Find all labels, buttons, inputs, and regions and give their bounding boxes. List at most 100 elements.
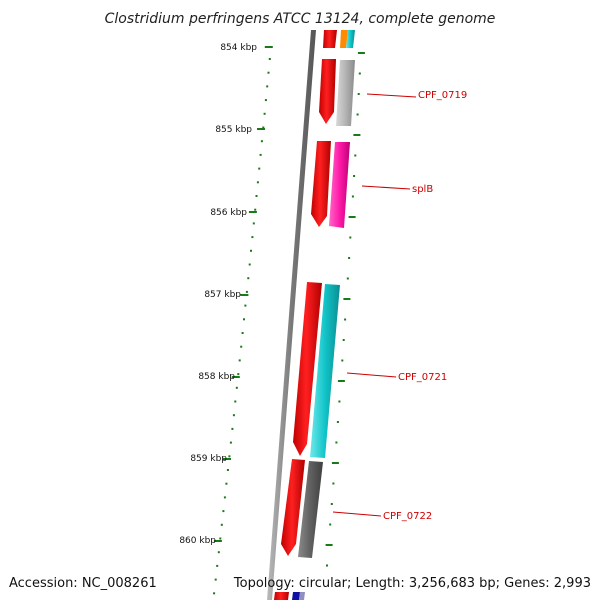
ruler-dot — [232, 414, 235, 417]
outer-ruler-dot — [351, 195, 354, 198]
ruler-dot — [220, 523, 223, 526]
outer-ruler-dot — [348, 216, 356, 218]
ruler-dot — [243, 318, 245, 321]
ruler-dot — [225, 482, 228, 485]
ruler-dot — [251, 236, 254, 239]
ruler-dot — [260, 140, 263, 143]
ruler-dot — [238, 359, 241, 362]
gene-bottom-gray[interactable] — [299, 592, 305, 600]
ruler-dot — [247, 277, 250, 280]
outer-ruler-dot — [357, 93, 360, 95]
kbp-label-854: 854 kbp — [220, 43, 257, 53]
ruler-dot — [223, 496, 226, 499]
gene-cpf-0719-arrow[interactable] — [319, 59, 336, 124]
gene-cpf-0721-arrow[interactable] — [293, 282, 322, 456]
gene-top-cyan[interactable] — [346, 30, 355, 48]
outer-ruler-dot — [341, 359, 344, 362]
genome-summary-text: Topology: circular; Length: 3,256,683 bp… — [233, 576, 591, 591]
ruler-dot — [216, 564, 219, 567]
gene-cpf-0721-leader — [346, 372, 397, 378]
gene-cpf-0722-leader — [332, 511, 382, 517]
ruler-dot — [254, 208, 257, 211]
outer-ruler-dot — [343, 298, 351, 300]
accession-text: Accession: NC_008261 — [9, 576, 157, 591]
ruler-dot — [245, 290, 248, 293]
kbp-label-855: 855 kbp — [215, 125, 252, 135]
kbp-ruler-ring — [213, 58, 271, 595]
gene-cpf-0722-arrow[interactable] — [281, 459, 305, 556]
ruler-dot — [255, 195, 258, 197]
ruler-dot — [241, 332, 244, 334]
ruler-tick — [257, 128, 265, 130]
outer-ruler-dot — [335, 441, 338, 444]
gene-top-red[interactable] — [323, 30, 337, 48]
outer-ruler-dot — [346, 277, 349, 280]
ruler-dot — [231, 427, 234, 430]
gene-bottom-blue[interactable] — [292, 592, 300, 600]
ruler-tick — [240, 294, 249, 296]
ruler-dot — [263, 112, 266, 115]
gene-cpf-0722-label[interactable]: CPF_0722 — [383, 511, 432, 522]
ruler-tick — [264, 46, 273, 48]
ruler-dot — [217, 551, 220, 554]
kbp-ruler-ticks — [213, 46, 273, 542]
outer-ruler-dot — [336, 421, 339, 423]
outer-ruler-dot — [325, 544, 333, 546]
gene-cpf-0719-label[interactable]: CPF_0719 — [418, 90, 467, 101]
gene-splb-label[interactable]: splB — [412, 184, 433, 195]
outer-ruler-dot — [358, 72, 361, 75]
ruler-dot — [266, 85, 269, 88]
ruler-dot — [234, 400, 237, 403]
ruler-dot — [262, 126, 265, 129]
kbp-label-858: 858 kbp — [198, 372, 235, 382]
gene-splb-arrow[interactable] — [311, 141, 331, 227]
ruler-dot — [213, 592, 216, 595]
outer-ruler-dot — [348, 257, 351, 259]
genome-backbone — [267, 30, 316, 600]
gene-cpf-0722-track2[interactable] — [298, 461, 323, 558]
gene-cpf-0719-leader — [366, 93, 417, 98]
ruler-tick — [248, 211, 257, 213]
ruler-dot — [229, 441, 232, 444]
gene-cpf-0721-label[interactable]: CPF_0721 — [398, 372, 447, 383]
kbp-label-857: 857 kbp — [204, 290, 241, 300]
ruler-dot — [248, 263, 251, 266]
ruler-dot — [264, 99, 267, 102]
outer-ruler-dot — [332, 482, 335, 485]
gene-splb-track2[interactable] — [329, 142, 350, 228]
ruler-dot — [214, 578, 217, 581]
outer-ruler-dot — [329, 523, 332, 526]
ruler-dot — [259, 153, 262, 156]
ruler-dot — [256, 181, 259, 184]
outer-ruler-dot — [342, 339, 345, 341]
ruler-dot — [268, 58, 271, 60]
gene-bottom-red[interactable] — [274, 592, 289, 600]
gene-cpf-0719-track2[interactable] — [336, 60, 355, 126]
outer-ruler-dot — [357, 52, 365, 54]
ruler-dot — [237, 373, 240, 376]
ruler-dot — [222, 510, 225, 513]
outer-ruler-dot — [331, 462, 339, 464]
ruler-dot — [244, 304, 247, 307]
outer-ruler-dot — [337, 380, 345, 382]
outer-ruler-dot — [353, 134, 361, 136]
gene-top-orange[interactable] — [340, 30, 348, 48]
ruler-dot — [226, 469, 229, 471]
outer-ruler-dot — [354, 154, 357, 157]
ruler-dot — [240, 345, 243, 348]
ruler-dot — [258, 167, 261, 170]
outer-ruler-ring — [325, 52, 365, 567]
kbp-label-859: 859 kbp — [190, 454, 227, 464]
ruler-tick — [213, 540, 222, 542]
kbp-label-856: 856 kbp — [210, 208, 247, 218]
ruler-dot — [252, 222, 255, 225]
ruler-dot — [228, 455, 231, 458]
ruler-dot — [250, 249, 252, 252]
gene-cpf-0721-track2[interactable] — [310, 284, 340, 458]
outer-ruler-dot — [330, 503, 333, 505]
outer-ruler-dot — [356, 113, 359, 116]
outer-ruler-dot — [338, 400, 341, 403]
outer-ruler-dot — [353, 175, 356, 177]
ruler-tick — [223, 458, 231, 460]
ruler-dot — [267, 71, 270, 74]
